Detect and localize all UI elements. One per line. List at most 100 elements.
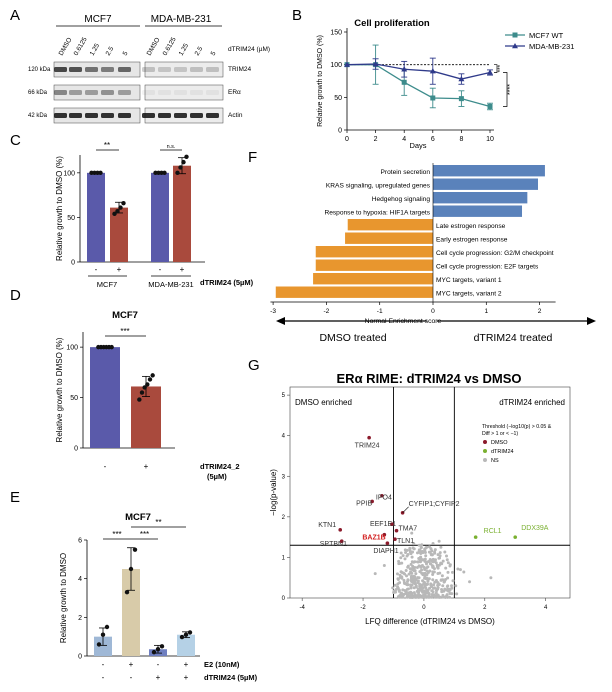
ns-point bbox=[451, 579, 455, 583]
blot-band bbox=[190, 90, 203, 95]
sig-label: n.s. bbox=[167, 144, 176, 150]
point-label: BAZ1B bbox=[362, 535, 385, 542]
series-line-0 bbox=[347, 64, 491, 108]
y-tick-label: 100 bbox=[330, 62, 342, 69]
panel-letter-b: B bbox=[292, 7, 302, 24]
enrichment-bar bbox=[433, 165, 545, 177]
blot-band bbox=[69, 67, 82, 72]
arrow-right-label: dTRIM24 treated bbox=[474, 332, 553, 344]
x-tick-label: -1 bbox=[377, 308, 383, 315]
x-tick-label: -2 bbox=[323, 308, 329, 315]
group-label: MDA-MB-231 bbox=[148, 280, 193, 289]
pathway-label: Cell cycle progression: G2/M checkpoint bbox=[436, 250, 554, 257]
y-tick-label: 150 bbox=[330, 30, 342, 37]
ns-point bbox=[437, 539, 441, 543]
ns-point bbox=[436, 566, 440, 570]
ns-point bbox=[447, 587, 451, 591]
y-tick-label: 0 bbox=[338, 128, 342, 135]
ns-point bbox=[434, 591, 438, 595]
ns-point bbox=[430, 585, 434, 589]
treatment-dose: (5µM) bbox=[207, 472, 227, 481]
data-point bbox=[139, 390, 145, 395]
ns-point bbox=[409, 552, 413, 556]
x-tick-label: 8 bbox=[459, 136, 463, 143]
ns-point bbox=[431, 541, 435, 545]
bar bbox=[87, 172, 105, 262]
ns-point bbox=[410, 591, 414, 595]
panel-letter-c: C bbox=[10, 132, 21, 149]
legend-marker bbox=[483, 440, 487, 444]
x-tick-label: 2 bbox=[538, 308, 542, 315]
ns-point bbox=[431, 578, 435, 582]
ns-point bbox=[423, 574, 427, 578]
ns-point bbox=[433, 551, 437, 555]
ns-point bbox=[426, 595, 430, 599]
ns-point bbox=[440, 562, 444, 566]
ns-point bbox=[426, 579, 430, 583]
y-tick-label: 50 bbox=[334, 95, 342, 102]
lane-label: 5 bbox=[122, 50, 130, 57]
ns-point bbox=[425, 566, 429, 570]
blot-strip-mda bbox=[144, 84, 224, 101]
row-label: dTRIM24 (5µM) bbox=[204, 673, 258, 682]
data-point bbox=[151, 649, 157, 655]
ns-point bbox=[409, 562, 413, 566]
ns-point bbox=[399, 595, 403, 599]
sig-label: **** bbox=[507, 84, 514, 95]
blot-band bbox=[101, 67, 114, 72]
blot-band bbox=[190, 113, 203, 118]
ns-point bbox=[450, 586, 454, 590]
labeled-point bbox=[393, 537, 397, 541]
x-tick-label: 10 bbox=[486, 136, 494, 143]
ns-point bbox=[417, 564, 421, 568]
blot-band bbox=[69, 90, 82, 95]
y-tick-label: 2 bbox=[78, 615, 82, 622]
enrichment-bar bbox=[313, 273, 433, 285]
ns-point bbox=[407, 572, 411, 576]
ns-point bbox=[438, 551, 442, 555]
sig-bracket bbox=[494, 64, 498, 73]
category-label: - bbox=[104, 462, 107, 471]
ns-point bbox=[393, 583, 397, 587]
legend-marker bbox=[483, 458, 487, 462]
point-label: TLN1 bbox=[397, 538, 414, 545]
blot-band bbox=[54, 67, 67, 72]
ns-point bbox=[434, 561, 438, 565]
data-point bbox=[458, 75, 465, 82]
ns-point bbox=[450, 570, 454, 574]
data-point bbox=[181, 159, 186, 165]
ns-point bbox=[443, 595, 447, 599]
blot-band bbox=[142, 67, 155, 72]
blot-band bbox=[118, 113, 131, 118]
ns-point bbox=[405, 583, 409, 587]
ns-point bbox=[373, 572, 377, 576]
dtrim-row-label: + bbox=[156, 673, 161, 682]
blot-band bbox=[118, 90, 131, 95]
ns-point bbox=[423, 568, 427, 572]
labeled-point bbox=[394, 528, 399, 533]
ns-point bbox=[403, 548, 407, 552]
data-point bbox=[109, 344, 114, 350]
sig-label: ** bbox=[104, 141, 110, 150]
labeled-point bbox=[380, 493, 384, 498]
x-tick-label: -4 bbox=[300, 605, 306, 611]
ns-point bbox=[409, 578, 413, 582]
data-point bbox=[96, 642, 102, 647]
blot-band bbox=[85, 90, 98, 95]
ns-point bbox=[423, 591, 427, 595]
x-tick-label: 2 bbox=[483, 605, 487, 611]
group-label: MCF7 bbox=[97, 280, 117, 289]
x-axis-label: Days bbox=[409, 141, 426, 150]
data-point bbox=[128, 566, 134, 572]
blot-band bbox=[142, 113, 155, 118]
labeled-point bbox=[370, 499, 374, 504]
blot-band bbox=[174, 90, 187, 95]
data-point bbox=[179, 634, 185, 640]
ns-point bbox=[446, 561, 450, 565]
blot-unit: dTRIM24 (µM) bbox=[228, 46, 270, 53]
panel-letter-a: A bbox=[10, 7, 20, 24]
dtrim-row-label: + bbox=[184, 673, 189, 682]
y-tick-label: 0 bbox=[282, 596, 286, 602]
ns-point bbox=[423, 549, 427, 553]
lane-label: 5 bbox=[210, 50, 218, 57]
